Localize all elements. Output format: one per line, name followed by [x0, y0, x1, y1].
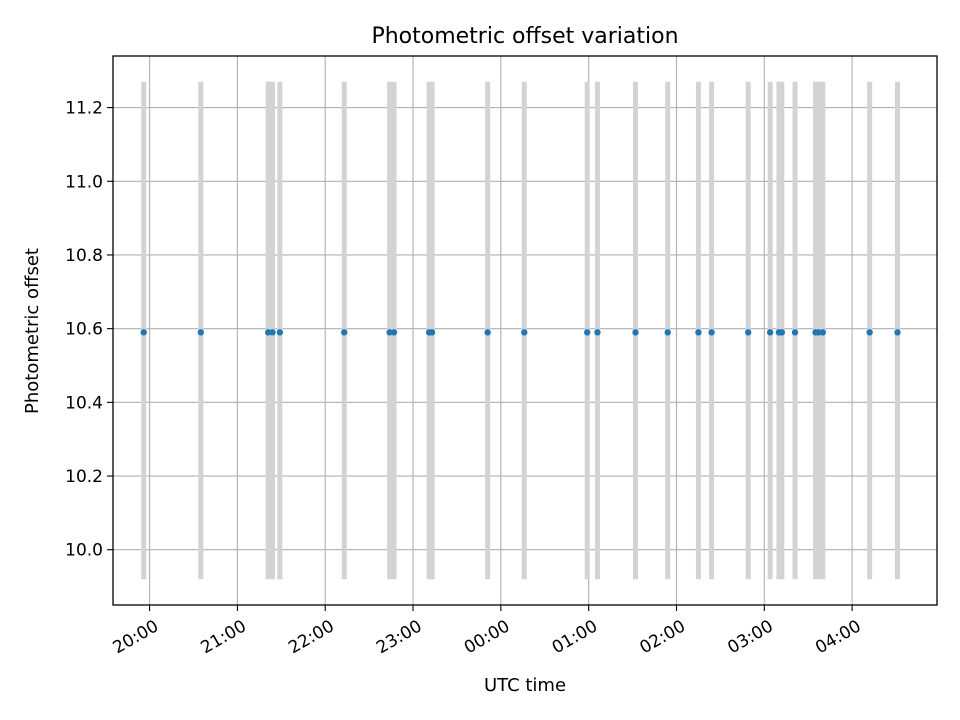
- data-point: [866, 329, 873, 336]
- y-tick-label: 11.0: [65, 172, 103, 192]
- y-axis-ticks: 10.0 10.2 10.4 10.6 10.8 11.0 11.2: [65, 99, 113, 561]
- data-point: [695, 329, 702, 336]
- x-tick-label: 01:00: [549, 616, 601, 658]
- y-tick-label: 10.8: [65, 246, 103, 266]
- x-tick-label: 00:00: [461, 616, 513, 658]
- data-point: [428, 329, 436, 336]
- data-point: [386, 329, 393, 336]
- x-axis-ticks: 20:00 21:00 22:00 23:00 00:00 01:00 02:00 03:00…: [110, 605, 865, 658]
- data-point: [791, 329, 799, 336]
- data-point: [390, 329, 398, 336]
- x-tick-label: 21:00: [197, 616, 249, 658]
- data-point: [819, 329, 827, 336]
- y-tick-label: 11.2: [65, 99, 103, 119]
- y-tick-label: 10.2: [65, 467, 103, 487]
- data-point: [708, 329, 715, 336]
- data-point: [664, 329, 671, 336]
- data-point: [269, 329, 276, 336]
- data-point: [484, 329, 491, 336]
- y-tick-label: 10.0: [65, 541, 103, 561]
- x-tick-label: 02:00: [637, 616, 689, 658]
- data-point: [894, 329, 901, 336]
- data-point: [815, 329, 822, 336]
- data-point: [594, 329, 601, 336]
- data-point: [341, 329, 348, 336]
- x-tick-label: 23:00: [373, 616, 425, 658]
- y-tick-label: 10.4: [65, 393, 103, 413]
- data-points: [140, 329, 901, 336]
- data-point: [276, 329, 284, 336]
- x-axis-label: UTC time: [484, 675, 566, 696]
- data-point: [521, 329, 528, 336]
- x-tick-label: 20:00: [110, 616, 162, 658]
- y-axis-label: Photometric offset: [22, 248, 43, 414]
- data-point: [140, 329, 147, 336]
- x-tick-label: 22:00: [285, 616, 337, 658]
- data-point: [632, 329, 639, 336]
- data-point: [778, 329, 786, 336]
- x-tick-label: 03:00: [724, 616, 776, 658]
- data-point: [766, 329, 774, 336]
- data-point: [584, 329, 591, 336]
- y-tick-label: 10.6: [65, 320, 103, 340]
- chart-title: Photometric offset variation: [371, 24, 678, 49]
- data-point: [264, 329, 272, 336]
- data-point: [197, 329, 205, 336]
- plot-frame: [112, 55, 938, 606]
- data-point: [744, 329, 752, 336]
- x-tick-label: 04:00: [812, 616, 864, 658]
